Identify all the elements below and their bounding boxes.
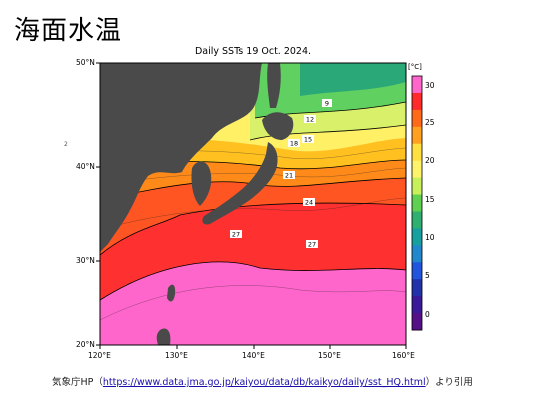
colorbar-segment <box>412 211 422 229</box>
colorbar-segment <box>412 262 422 280</box>
colorbar-tick: 10 <box>425 233 435 242</box>
honshu-land <box>202 142 278 225</box>
lon-label: 150°E <box>318 351 341 360</box>
contour-label: 18 <box>290 140 298 148</box>
colorbar-segment <box>412 228 422 246</box>
contour-label: 9 <box>325 100 329 108</box>
colorbar-segment <box>412 177 422 196</box>
korea-land <box>191 161 212 206</box>
contour-label: 27 <box>308 241 316 249</box>
colorbar-tick: 30 <box>425 81 435 90</box>
lat-label: 50°N <box>76 58 95 67</box>
source-citation: 気象庁HP（https://www.data.jma.go.jp/kaiyou/… <box>52 374 473 388</box>
colorbar-segment <box>412 109 422 128</box>
side-mark: 2 <box>64 141 68 148</box>
colorbar-segment <box>412 296 422 314</box>
colorbar-tick: 0 <box>425 310 430 319</box>
contour-label: 12 <box>306 116 314 124</box>
band-9 <box>300 63 406 96</box>
colorbar-frame <box>411 75 423 331</box>
colorbar-segment <box>412 313 422 331</box>
source-prefix: 気象庁HP（ <box>52 377 103 388</box>
sakhalin-land <box>267 63 281 108</box>
luzon-land <box>156 328 171 345</box>
contour-label: 27 <box>232 231 240 239</box>
taiwan-land <box>167 284 176 302</box>
contour-label: 24 <box>305 199 313 207</box>
colorbar-segment <box>412 92 422 111</box>
lon-label: 120°E <box>88 351 111 360</box>
contour-line <box>100 202 406 256</box>
contour-label: 21 <box>285 172 293 180</box>
map-title: Daily SSTs 19 Oct. 2024. <box>194 46 312 57</box>
continent-land <box>100 63 262 252</box>
colorbar-tick: 25 <box>425 118 435 127</box>
hokkaido-land <box>262 112 294 140</box>
colorbar-segment <box>412 143 422 162</box>
source-link[interactable]: https://www.data.jma.go.jp/kaiyou/data/d… <box>102 377 426 388</box>
map-frame <box>99 62 407 346</box>
lat-label: 40°N <box>76 162 95 171</box>
colorbar-segment <box>412 126 422 145</box>
colorbar-segment <box>412 160 422 179</box>
contour-line <box>249 124 406 141</box>
slide-title: 海面水温 <box>14 16 123 46</box>
colorbar-segment <box>412 245 422 263</box>
lat-label: 20°N <box>76 340 95 349</box>
contour-label: 15 <box>304 136 312 144</box>
contour-line <box>100 261 406 301</box>
lat-label: 30°N <box>76 256 95 265</box>
lon-label: 160°E <box>392 351 415 360</box>
colorbar-tick: 20 <box>425 156 435 165</box>
colorbar-segment <box>412 194 422 212</box>
lon-label: 140°E <box>242 351 265 360</box>
colorbar-unit: [°C] <box>408 63 422 71</box>
colorbar-tick: 15 <box>425 195 435 204</box>
colorbar-tick: 5 <box>425 271 430 280</box>
colorbar-segment <box>412 76 422 94</box>
source-suffix: ）より引用 <box>425 377 473 388</box>
colorbar <box>412 76 422 331</box>
lon-label: 130°E <box>165 351 188 360</box>
colorbar-segment <box>412 279 422 297</box>
